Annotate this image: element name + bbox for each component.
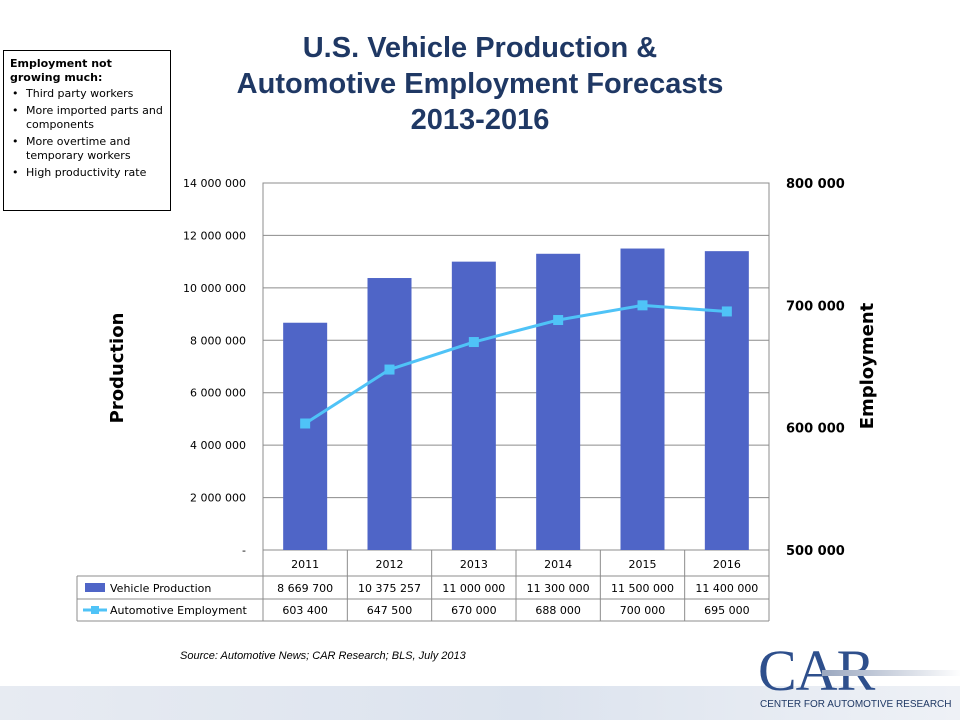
data-label: 695 000 — [704, 604, 750, 617]
legend-key-bar — [85, 583, 105, 592]
category-label: 2015 — [629, 558, 657, 571]
y-tick-label: - — [242, 544, 246, 557]
category-label: 2012 — [376, 558, 404, 571]
logo-subtitle: CENTER FOR AUTOMOTIVE RESEARCH — [760, 699, 952, 710]
source-note: Source: Automotive News; CAR Research; B… — [180, 650, 466, 662]
category-label: 2014 — [544, 558, 572, 571]
bar — [620, 248, 665, 551]
note-item: More imported parts and components — [10, 104, 165, 132]
note-list: Third party workers More imported parts … — [10, 87, 165, 180]
employment-line — [304, 303, 727, 425]
data-label: 700 000 — [620, 604, 666, 617]
y-tick-label: 14 000 000 — [183, 177, 246, 190]
data-label: 10 375 257 — [358, 582, 421, 595]
employment-marker — [300, 418, 311, 429]
data-label: 11 000 000 — [442, 582, 505, 595]
y2-tick-label: 700 000 — [786, 299, 845, 314]
legend-key-marker — [91, 606, 99, 614]
data-label: 647 500 — [367, 604, 413, 617]
data-label: 688 000 — [535, 604, 581, 617]
data-label: 8 669 700 — [277, 582, 333, 595]
data-label: 11 500 000 — [611, 582, 674, 595]
bar — [367, 278, 412, 550]
employment-marker — [384, 364, 395, 375]
note-item: Third party workers — [10, 87, 165, 101]
bar — [536, 253, 581, 550]
data-label: 11 300 000 — [527, 582, 590, 595]
legend-label: Vehicle Production — [110, 582, 211, 595]
y2-tick-label: 800 000 — [786, 177, 845, 192]
employment-marker — [468, 337, 479, 348]
category-label: 2013 — [460, 558, 488, 571]
y-tick-label: 8 000 000 — [190, 334, 246, 347]
employment-note-box: Employment not growing much: Third party… — [3, 50, 171, 211]
chart-title-line-3: 2013-2016 — [410, 104, 550, 136]
data-label: 11 400 000 — [695, 582, 758, 595]
y2-tick-label: 500 000 — [786, 544, 845, 559]
y-tick-label: 2 000 000 — [190, 492, 246, 505]
footer-band — [0, 686, 960, 720]
y2-tick-label: 600 000 — [786, 422, 845, 437]
category-label: 2011 — [291, 558, 319, 571]
employment-marker — [721, 306, 732, 317]
category-label: 2016 — [713, 558, 741, 571]
car-logo: CAR CENTER FOR AUTOMOTIVE RESEARCH — [758, 642, 960, 718]
bar — [704, 251, 749, 550]
y-tick-label: 4 000 000 — [190, 439, 246, 452]
note-heading: Employment not growing much: — [10, 57, 112, 84]
chart-title-line-2: Automotive Employment Forecasts — [236, 68, 724, 100]
y-tick-label: 10 000 000 — [183, 282, 246, 295]
note-item: High productivity rate — [10, 166, 165, 180]
chart-title: U.S. Vehicle Production & Automotive Emp… — [180, 30, 780, 138]
y-axis-title: Production — [107, 313, 128, 424]
employment-marker — [553, 315, 564, 326]
y-tick-label: 6 000 000 — [190, 387, 246, 400]
logo-swoosh — [822, 670, 960, 676]
y2-axis-title: Employment — [857, 302, 878, 429]
bar — [283, 322, 328, 550]
legend-label: Automotive Employment — [110, 604, 248, 617]
chart-title-line-1: U.S. Vehicle Production & — [302, 32, 658, 64]
note-item: More overtime and temporary workers — [10, 135, 165, 163]
plot-area — [262, 182, 770, 551]
bar — [451, 261, 496, 550]
data-label: 670 000 — [451, 604, 497, 617]
data-label: 603 400 — [282, 604, 328, 617]
y-tick-label: 12 000 000 — [183, 229, 246, 242]
employment-marker — [637, 300, 648, 311]
